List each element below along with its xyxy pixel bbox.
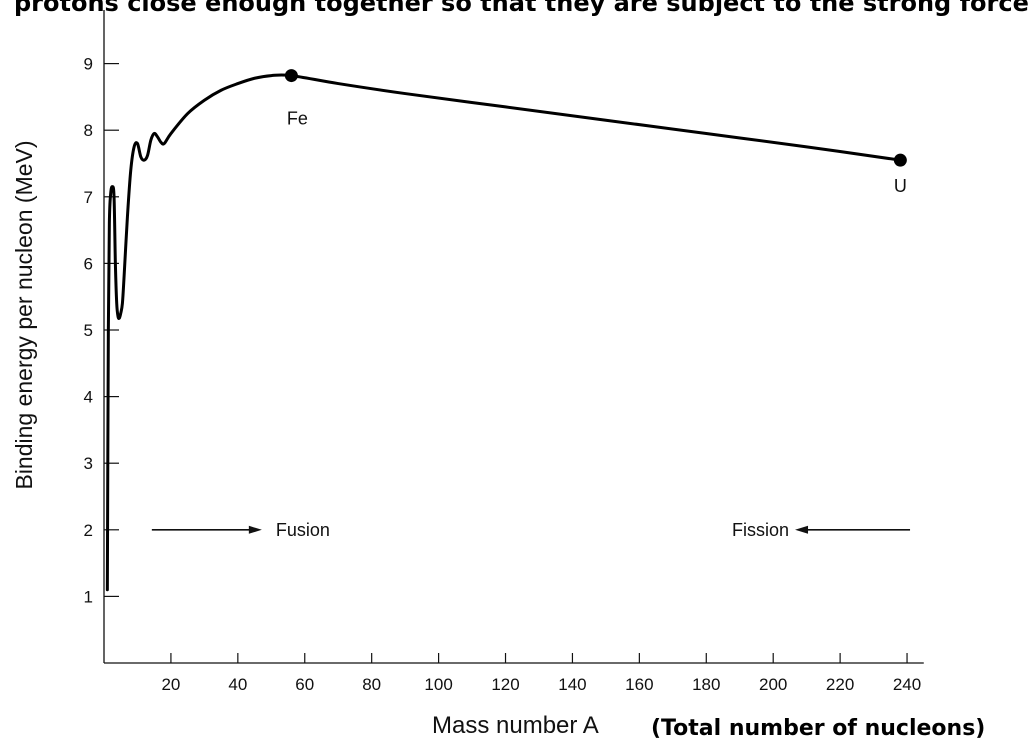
point-label-u: U [894, 176, 907, 196]
y-tick-label: 7 [84, 188, 93, 207]
binding-energy-curve [105, 73, 902, 592]
x-tick-label: 100 [424, 675, 452, 694]
y-tick-label: 1 [84, 587, 93, 606]
x-tick-label: 200 [759, 675, 787, 694]
x-tick-label: 240 [893, 675, 921, 694]
point-label-fe: Fe [287, 109, 308, 129]
x-tick-label: 20 [161, 675, 180, 694]
fission-arrowhead [795, 525, 809, 534]
x-tick-label: 220 [826, 675, 854, 694]
y-tick-group: 1 2 3 4 5 6 7 8 9 [84, 55, 119, 606]
x-tick-label: 160 [625, 675, 653, 694]
series-group [105, 73, 902, 592]
x-axis-label: Mass number A [432, 712, 599, 739]
fusion-arrowhead [248, 525, 262, 534]
x-tick-label: 140 [558, 675, 586, 694]
point-u [893, 153, 907, 167]
x-tick-label: 120 [491, 675, 519, 694]
x-axis-note: (Total number of nucleons) [651, 716, 985, 741]
chart-axes [103, 10, 924, 664]
fusion-label: Fusion [276, 520, 330, 540]
x-tick-label: 80 [362, 675, 381, 694]
y-tick-label: 2 [84, 521, 93, 540]
y-tick-label: 3 [84, 454, 93, 473]
y-tick-label: 5 [84, 321, 93, 340]
y-tick-label: 6 [84, 254, 93, 273]
x-tick-group: 20 40 60 80 100 120 140 160 180 200 220 240 [161, 653, 921, 694]
y-tick-label: 9 [84, 55, 93, 74]
marker-group: Fe U [284, 69, 907, 196]
y-tick-label: 4 [84, 388, 93, 407]
annotation-group: Fusion Fission [151, 520, 911, 540]
fission-label: Fission [732, 520, 789, 540]
y-tick-label: 8 [84, 121, 93, 140]
x-tick-label: 180 [692, 675, 720, 694]
top-caption: protons close enough together so that th… [14, 0, 1029, 17]
x-tick-label: 40 [228, 675, 247, 694]
x-tick-label: 60 [295, 675, 314, 694]
point-fe [284, 69, 298, 83]
y-axis-label: Binding energy per nucleon (MeV) [11, 140, 37, 489]
